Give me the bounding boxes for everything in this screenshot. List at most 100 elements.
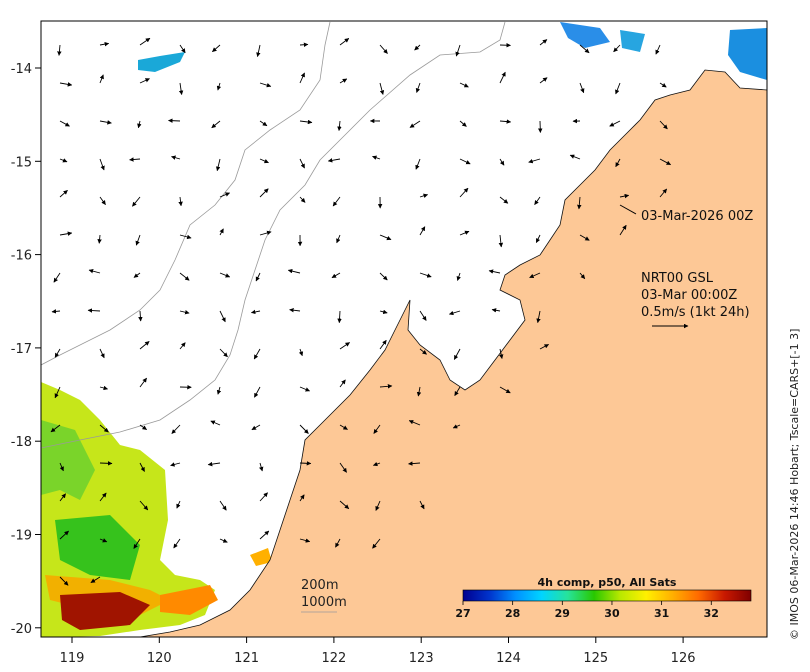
current-vector xyxy=(539,39,548,46)
current-vector xyxy=(59,82,73,87)
y-axis: -14 -15 -16 -17 -18 -19 -20 xyxy=(11,62,41,637)
current-vector xyxy=(129,157,141,162)
current-vector xyxy=(178,196,183,207)
timestamp-pointer xyxy=(619,204,637,215)
current-vector xyxy=(97,234,102,244)
colorbar-tick-label: 31 xyxy=(654,607,669,620)
current-vector xyxy=(170,462,181,467)
current-vector xyxy=(299,119,313,125)
current-vector xyxy=(579,272,586,280)
current-vector xyxy=(659,158,671,166)
current-vector xyxy=(379,309,388,315)
current-vector xyxy=(132,196,141,207)
current-vector xyxy=(219,310,226,323)
current-vector xyxy=(499,158,505,166)
current-vector xyxy=(59,158,68,163)
current-vector xyxy=(179,272,190,281)
contour-200m xyxy=(41,21,506,449)
current-vector xyxy=(659,188,668,198)
current-vector xyxy=(498,348,504,359)
current-vector xyxy=(137,120,142,129)
current-vector xyxy=(379,272,388,281)
current-vector xyxy=(419,310,427,321)
y-tick-label: -19 xyxy=(11,529,32,544)
current-vector xyxy=(339,38,350,46)
current-vector xyxy=(419,348,427,355)
current-vector xyxy=(535,234,541,244)
current-vector xyxy=(253,348,261,360)
current-vector xyxy=(219,348,228,358)
sst-pixels xyxy=(41,22,767,637)
current-vector xyxy=(259,188,269,198)
map-panel xyxy=(41,21,767,637)
colorbar-tick-label: 27 xyxy=(455,607,470,620)
land-mass xyxy=(139,69,767,637)
current-vector xyxy=(139,462,145,472)
current-vector xyxy=(99,41,110,47)
current-vector xyxy=(615,82,621,95)
current-vector xyxy=(179,310,190,315)
current-vector xyxy=(99,196,106,205)
current-vector xyxy=(459,187,469,198)
current-vector xyxy=(619,224,627,236)
sst-patch-north-west xyxy=(138,52,185,72)
current-vector xyxy=(135,234,141,246)
current-vector xyxy=(379,339,387,350)
current-vector xyxy=(379,44,388,54)
current-vector xyxy=(168,118,181,123)
current-vector xyxy=(491,308,501,313)
current-vector xyxy=(211,120,221,129)
current-vector xyxy=(59,493,66,502)
current-vector xyxy=(219,228,224,236)
current-vector xyxy=(339,342,350,350)
current-vector xyxy=(339,424,348,430)
current-vector xyxy=(659,82,667,88)
current-vector xyxy=(287,268,301,274)
current-vector xyxy=(335,538,341,548)
current-vector xyxy=(498,234,504,248)
current-vector xyxy=(577,196,582,210)
credit-text: © IMOS 06-Mar-2026 14:46 Hobart; Tscale=… xyxy=(788,329,801,640)
current-vector xyxy=(499,386,511,394)
current-vector xyxy=(99,385,109,391)
current-vector xyxy=(299,196,306,203)
current-vector xyxy=(54,386,61,399)
current-vector xyxy=(419,500,425,510)
current-vector xyxy=(419,272,432,278)
current-vector xyxy=(452,424,461,429)
current-vector xyxy=(171,424,181,434)
current-vector xyxy=(579,82,585,94)
current-vector xyxy=(459,82,469,88)
y-tick-label: -20 xyxy=(11,622,32,637)
current-vector xyxy=(339,379,346,388)
y-tick-label: -18 xyxy=(11,435,32,450)
current-vector xyxy=(613,44,621,53)
current-vector xyxy=(534,196,541,205)
current-vector xyxy=(455,44,461,57)
current-vector xyxy=(456,272,461,281)
current-vector xyxy=(88,268,101,274)
current-vector xyxy=(448,310,461,316)
current-vector xyxy=(171,155,181,160)
current-vector xyxy=(579,234,590,241)
x-tick-label: 121 xyxy=(234,651,259,666)
current-vector xyxy=(173,538,181,549)
current-vector xyxy=(459,230,470,236)
current-vector xyxy=(659,120,668,130)
sst-patch-north-east xyxy=(728,28,767,80)
x-tick-label: 120 xyxy=(147,651,172,666)
current-vector xyxy=(90,576,101,583)
depth-200-label: 200m xyxy=(301,578,338,593)
current-vector xyxy=(372,538,381,549)
sst-patch-small xyxy=(250,548,272,566)
current-vector xyxy=(139,341,150,350)
depth-1000-label: 1000m xyxy=(301,595,347,610)
current-vector xyxy=(299,72,305,84)
x-tick-label: 125 xyxy=(583,651,608,666)
current-vector xyxy=(289,307,301,313)
current-vector xyxy=(250,309,261,315)
current-vector xyxy=(499,71,506,84)
current-vector xyxy=(59,462,64,472)
current-vector xyxy=(459,120,467,127)
current-vector xyxy=(139,78,150,84)
